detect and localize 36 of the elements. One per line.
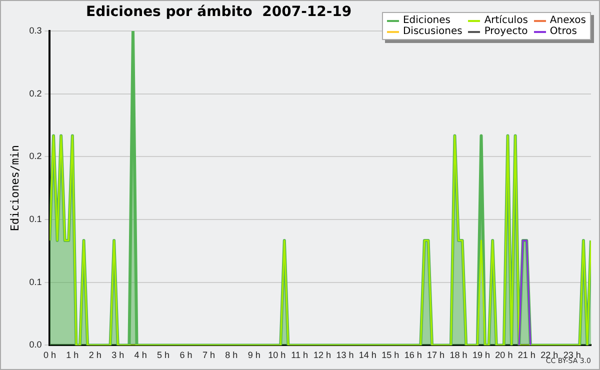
x-tick-label: 20 h — [495, 350, 513, 360]
legend-label: Discusiones — [402, 26, 462, 37]
legend-label: Otros — [548, 26, 578, 37]
legend-label: Proyecto — [483, 26, 528, 37]
x-tick-label: 12 h — [313, 350, 332, 360]
x-tick-label: 18 h — [450, 350, 468, 360]
legend-label: Ediciones — [402, 15, 452, 26]
x-tick-label: 4 h — [134, 350, 147, 360]
y-axis-title: Ediciones/min — [8, 145, 22, 232]
legend-label: Artículos — [483, 15, 528, 26]
x-tick-label: 19 h — [472, 350, 490, 360]
x-tick-label: 6 h — [180, 350, 192, 360]
legend-label: Anexos — [548, 15, 586, 26]
x-tick-label: 3 h — [112, 350, 124, 360]
x-tick-label: 8 h — [225, 350, 238, 360]
chart-title: Ediciones por ámbito 2007-12-19 — [86, 4, 352, 20]
y-tick-label: 0.2 — [29, 88, 42, 98]
x-tick-label: 10 h — [268, 350, 286, 360]
x-tick-label: 7 h — [202, 350, 215, 360]
x-tick-label: 15 h — [382, 350, 400, 360]
y-tick-label: 0.1 — [29, 214, 42, 224]
x-tick-label: 5 h — [157, 350, 170, 360]
x-tick-label: 9 h — [248, 350, 260, 360]
y-tick-label: 0.2 — [29, 151, 42, 162]
x-tick-label: 17 h — [427, 350, 445, 360]
y-tick-label: 0.3 — [29, 25, 42, 36]
x-tick-label: 1 h — [66, 350, 79, 360]
x-tick-label: 2 h — [88, 350, 102, 360]
x-tick-label: 0 h — [43, 350, 56, 360]
x-tick-label: 13 h — [336, 350, 354, 360]
x-tick-label: 11 h — [291, 350, 308, 360]
y-tick-label: 0.0 — [29, 340, 42, 350]
x-tick-label: 16 h — [404, 350, 422, 360]
x-tick-label: 21 h — [518, 350, 536, 360]
y-tick-label: 0.1 — [29, 276, 42, 287]
x-tick-label: 14 h — [358, 350, 376, 360]
